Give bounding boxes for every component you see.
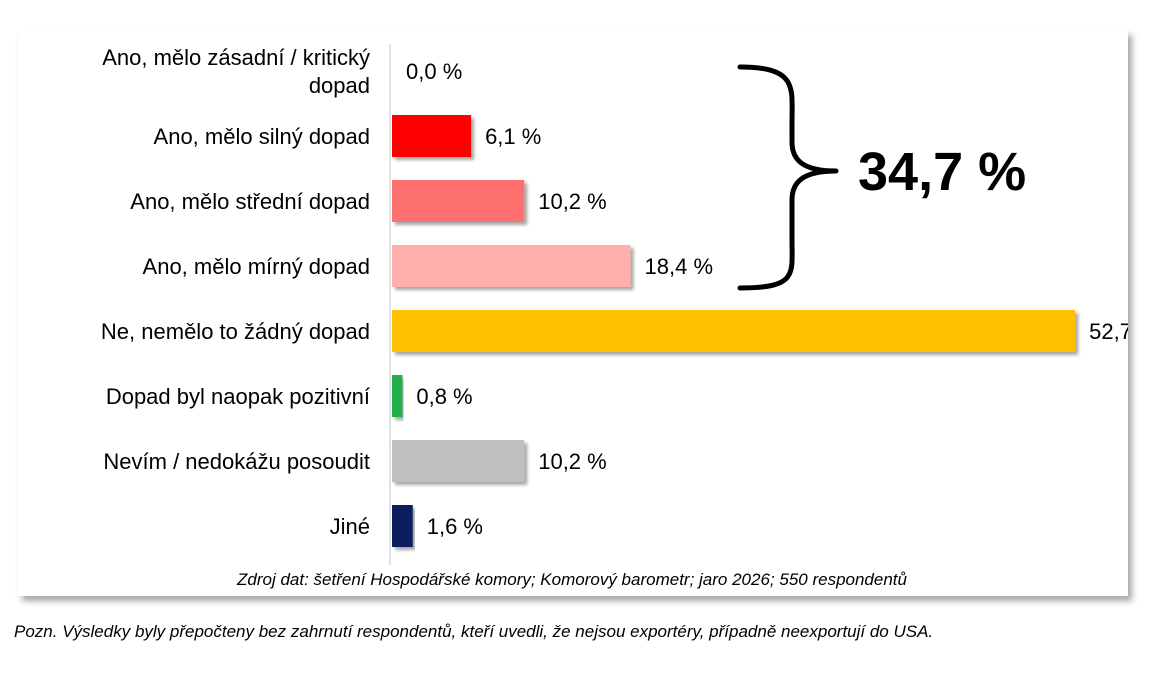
bar-chart: 0,0 % Ano, mělo zásadní / kritický dopad 6,… — [101, 44, 1128, 589]
bar-value-label: 6,1 % — [485, 124, 541, 149]
bar — [392, 310, 1076, 352]
category-label: Dopad byl naopak pozitivní — [106, 384, 370, 409]
bar-value-label: 0,0 % — [406, 59, 462, 84]
bar-value-label: 52,7 % — [1089, 319, 1128, 344]
data-source-note: Zdroj dat: šetření Hospodářské komory; K… — [236, 570, 908, 589]
bar-value-label: 0,8 % — [416, 384, 472, 409]
category-label: Ano, mělo mírný dopad — [143, 254, 370, 279]
bar-value-label: 1,6 % — [427, 514, 483, 539]
category-label: Jiné — [330, 514, 370, 539]
bar — [392, 440, 525, 482]
category-label: Ano, mělo zásadní / kritický dopad — [102, 45, 370, 98]
footnote: Pozn. Výsledky byly přepočteny bez zahrn… — [14, 622, 934, 641]
bar-value-label: 18,4 % — [645, 254, 714, 279]
category-label: Ne, nemělo to žádný dopad — [101, 319, 370, 344]
category-label: Ano, mělo střední dopad — [130, 189, 370, 214]
curly-brace — [737, 64, 839, 291]
bar — [392, 505, 413, 547]
bar — [392, 245, 631, 287]
chart-panel: 0,0 % Ano, mělo zásadní / kritický dopad 6,… — [18, 30, 1128, 596]
category-label: Nevím / nedokážu posoudit — [103, 449, 370, 474]
total-impact-annotation: 34,7 % — [858, 142, 1026, 202]
bar-value-label: 10,2 % — [538, 189, 607, 214]
bar — [392, 180, 525, 222]
category-label: Ano, mělo silný dopad — [154, 124, 370, 149]
bar — [392, 375, 403, 417]
bar-value-label: 10,2 % — [538, 449, 607, 474]
bar — [392, 115, 472, 157]
